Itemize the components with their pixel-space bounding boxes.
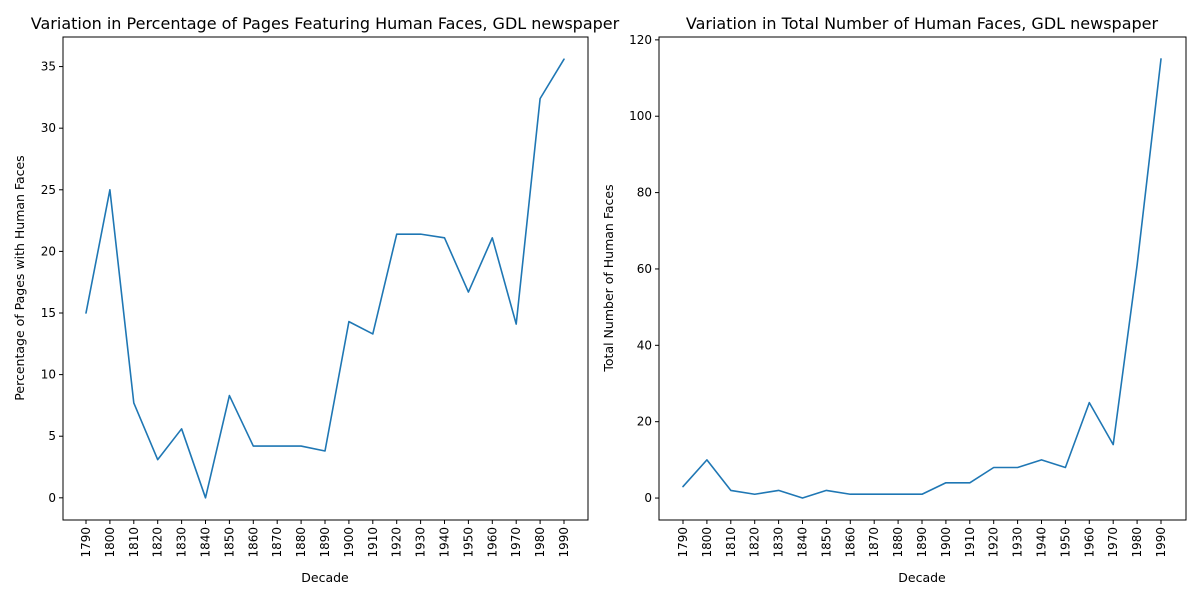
x-tick-label: 1790 [79,527,93,558]
y-tick-label: 20 [637,415,652,429]
series-line [85,58,565,499]
y-axis-label: Percentage of Pages with Human Faces [12,155,27,400]
tick-group: 0 20 40 60 80 100 120 1790 1800 1810 1820 1830 1840 1… [629,33,1168,558]
chart-title: Variation in Percentage of Pages Featuri… [31,14,620,33]
plot-frame [62,36,589,521]
x-tick-label: 1870 [270,527,284,558]
x-tick-label: 1890 [915,527,929,558]
y-tick-label: 60 [637,262,652,276]
y-tick-label: 20 [41,244,56,258]
y-tick-label: 25 [41,183,56,197]
y-tick-label: 40 [637,338,652,352]
x-tick-label: 1960 [1082,527,1096,558]
chart-percentage-pages: Variation in Percentage of Pages Featuri… [12,14,620,585]
x-tick-label: 1940 [438,527,452,558]
y-tick-label: 120 [629,33,652,47]
y-tick-label: 30 [41,121,56,135]
chart-total-faces: Variation in Total Number of Human Faces… [601,14,1187,585]
x-tick-label: 1880 [891,527,905,558]
x-tick-label: 1970 [509,527,523,558]
x-tick-label: 1980 [1130,527,1144,558]
y-tick-label: 80 [637,186,652,200]
x-tick-label: 1830 [772,527,786,558]
x-tick-label: 1910 [963,527,977,558]
x-tick-label: 1950 [461,527,475,558]
x-tick-label: 1920 [390,527,404,558]
y-tick-label: 100 [629,109,652,123]
y-tick-label: 5 [48,429,56,443]
x-tick-label: 1930 [414,527,428,558]
y-tick-label: 0 [644,491,652,505]
x-tick-label: 1990 [557,527,571,558]
y-tick-label: 15 [41,306,56,320]
x-axis-label: Decade [301,570,349,585]
x-tick-label: 1850 [819,527,833,558]
y-tick-label: 35 [41,60,56,74]
chart-title: Variation in Total Number of Human Faces… [686,14,1159,33]
x-tick-label: 1930 [1011,527,1025,558]
x-tick-label: 1860 [246,527,260,558]
x-tick-label: 1920 [987,527,1001,558]
x-tick-label: 1830 [175,527,189,558]
x-tick-label: 1810 [724,527,738,558]
x-tick-label: 1900 [342,527,356,558]
x-tick-label: 1900 [939,527,953,558]
x-tick-label: 1860 [843,527,857,558]
series-line [682,58,1162,499]
x-tick-label: 1940 [1035,527,1049,558]
y-tick-label: 10 [41,368,56,382]
x-tick-label: 1910 [366,527,380,558]
x-tick-label: 1990 [1154,527,1168,558]
x-tick-label: 1820 [748,527,762,558]
x-tick-label: 1800 [103,527,117,558]
x-tick-label: 1980 [533,527,547,558]
x-tick-label: 1890 [318,527,332,558]
x-tick-label: 1840 [199,527,213,558]
x-tick-label: 1800 [700,527,714,558]
x-tick-label: 1880 [294,527,308,558]
plot-frame [658,36,1187,521]
x-tick-label: 1820 [151,527,165,558]
x-tick-label: 1790 [676,527,690,558]
x-axis-label: Decade [898,570,946,585]
x-tick-label: 1970 [1106,527,1120,558]
x-tick-label: 1870 [867,527,881,558]
y-axis-label: Total Number of Human Faces [601,184,616,372]
x-tick-label: 1960 [485,527,499,558]
y-tick-label: 0 [48,491,56,505]
x-tick-label: 1810 [127,527,141,558]
x-tick-label: 1950 [1058,527,1072,558]
x-tick-label: 1850 [222,527,236,558]
tick-group: 0 5 10 15 20 25 30 35 1790 1800 1810 1820 1830 1840 18… [41,60,571,558]
x-tick-label: 1840 [796,527,810,558]
